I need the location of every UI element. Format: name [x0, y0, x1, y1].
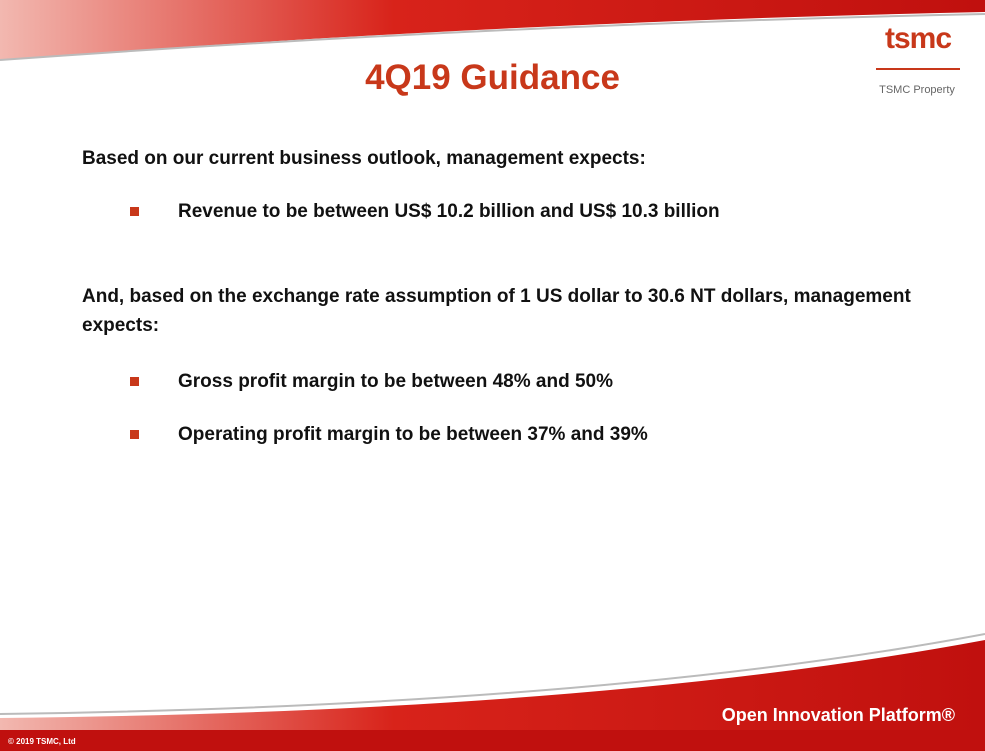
- logo-underline: [876, 68, 960, 70]
- intro: Based on our current business outlook, m…: [82, 148, 646, 169]
- copyright: © 2019 TSMC, Ltd: [8, 737, 76, 746]
- bottom-swoosh: [0, 640, 985, 751]
- top-swoosh: [0, 0, 985, 60]
- bullet-square: [130, 207, 139, 216]
- bullet: Operating profit margin to be between 37…: [130, 424, 648, 446]
- title: 4Q19 Guidance: [365, 58, 620, 97]
- bullet-text: Operating profit margin to be between 37…: [178, 424, 648, 445]
- logo: tsmc: [884, 22, 952, 55]
- bullet: Gross profit margin to be between 48% an…: [130, 371, 613, 393]
- tagline: Open Innovation Platform®: [721, 705, 955, 725]
- bullet-text: Revenue to be between US$ 10.2 billion a…: [178, 201, 720, 222]
- bullet-square: [130, 430, 139, 439]
- intro: And, based on the exchange rate assumpti…: [82, 286, 911, 336]
- property-label: TSMC Property: [879, 84, 955, 96]
- bullet-text: Gross profit margin to be between 48% an…: [178, 371, 613, 392]
- bullet-square: [130, 377, 139, 386]
- top-line: [0, 13, 985, 61]
- bottom-line: [0, 633, 985, 715]
- bullet: Revenue to be between US$ 10.2 billion a…: [130, 201, 720, 223]
- footer-band: [0, 730, 985, 751]
